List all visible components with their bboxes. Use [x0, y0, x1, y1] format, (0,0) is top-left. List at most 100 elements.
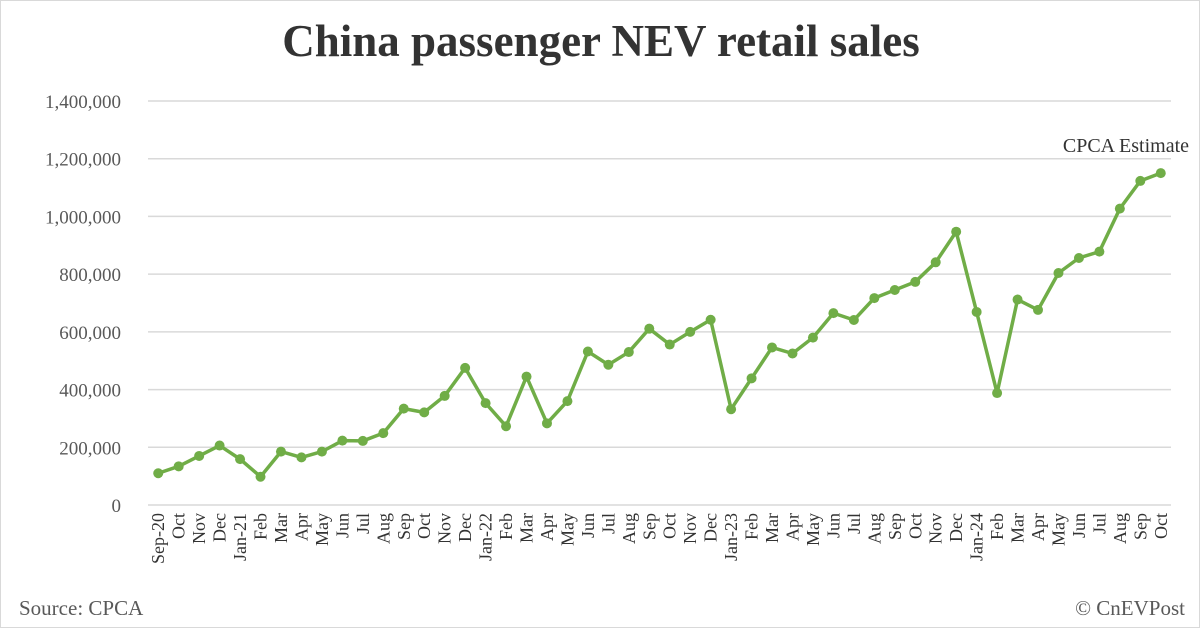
y-tick-label: 1,400,000 [45, 92, 121, 113]
x-tick-label: Feb [987, 513, 1007, 540]
x-tick-label: Feb [251, 513, 271, 540]
data-point [255, 471, 266, 482]
x-tick-label: Feb [496, 513, 516, 540]
y-tick-label: 600,000 [59, 323, 121, 344]
data-point [869, 293, 880, 304]
x-tick-label: Jun [578, 513, 598, 538]
x-tick-label: Jan-23 [721, 513, 741, 561]
data-point [460, 362, 471, 373]
data-point [562, 396, 573, 407]
data-point [746, 373, 757, 384]
x-tick-label: Jan-21 [230, 513, 250, 561]
data-point [439, 390, 450, 401]
x-tick-label: Feb [742, 513, 762, 540]
x-tick-label: Sep [885, 513, 905, 540]
x-tick-label: Aug [864, 513, 884, 544]
x-tick-label: Dec [701, 513, 721, 542]
y-tick-label: 1,200,000 [45, 150, 121, 171]
x-tick-label: May [1048, 513, 1068, 546]
x-tick-label: Jun [332, 513, 352, 538]
data-point [644, 323, 655, 334]
x-tick-label: Aug [373, 513, 393, 544]
x-tick-label: Nov [926, 513, 946, 544]
x-tick-label: Oct [660, 513, 680, 539]
data-point [1094, 246, 1105, 257]
x-tick-label: Jul [844, 513, 864, 534]
x-tick-label: Nov [680, 513, 700, 544]
data-point [971, 306, 982, 317]
data-point [153, 468, 164, 479]
series-line [157, 171, 1162, 479]
credit-label: © CnEVPost [1075, 596, 1185, 620]
x-tick-label: Aug [1110, 513, 1130, 544]
data-point [889, 285, 900, 296]
data-point [992, 388, 1003, 399]
annotation-label: CPCA Estimate [1063, 135, 1189, 157]
data-point [357, 435, 368, 446]
data-point [316, 446, 327, 457]
x-tick-label: Oct [905, 513, 925, 539]
data-point [807, 332, 818, 343]
data-point [1073, 252, 1084, 263]
data-point [705, 314, 716, 325]
x-tick-label: Jul [1089, 513, 1109, 534]
x-tick-label: Mar [762, 513, 782, 543]
data-point [173, 461, 184, 472]
x-tick-label: Oct [414, 513, 434, 539]
data-point [194, 450, 205, 461]
source-label: Source: CPCA [19, 596, 144, 620]
x-tick-label: Apr [537, 513, 557, 541]
data-point [235, 454, 246, 465]
data-point [398, 403, 409, 414]
data-point [501, 421, 512, 432]
data-point [726, 404, 737, 415]
y-tick-label: 0 [112, 496, 122, 517]
data-point [603, 359, 614, 370]
y-tick-label: 800,000 [59, 265, 121, 286]
x-tick-label: Jun [1069, 513, 1089, 538]
x-tick-label: Sep [394, 513, 414, 540]
y-tick-label: 200,000 [59, 438, 121, 459]
x-tick-label: Jul [598, 513, 618, 534]
data-point [1114, 203, 1125, 214]
x-tick-label: Dec [455, 513, 475, 542]
data-point [1053, 267, 1064, 278]
x-tick-label: Apr [782, 513, 802, 541]
data-point [787, 348, 798, 359]
data-point [541, 418, 552, 429]
data-point [214, 440, 225, 451]
x-tick-label: Sep-20 [148, 513, 168, 564]
data-point [1155, 168, 1166, 179]
x-tick-label: Mar [517, 513, 537, 543]
data-point [685, 326, 696, 337]
x-tick-label: Nov [435, 513, 455, 544]
x-tick-label: Jun [823, 513, 843, 538]
x-tick-label: Sep [1130, 513, 1150, 540]
x-tick-label: Dec [946, 513, 966, 542]
data-point [480, 398, 491, 409]
data-point [848, 315, 859, 326]
y-tick-label: 400,000 [59, 381, 121, 402]
x-tick-label: May [803, 513, 823, 546]
chart-title: China passenger NEV retail sales [282, 16, 920, 66]
data-point [521, 371, 532, 382]
x-tick-label: Oct [169, 513, 189, 539]
x-tick-label: May [312, 513, 332, 546]
data-point [337, 435, 348, 446]
data-point [767, 342, 778, 353]
data-point [930, 257, 941, 268]
data-point [582, 346, 593, 357]
data-point [378, 428, 389, 439]
data-point [623, 347, 634, 358]
x-tick-label: May [557, 513, 577, 546]
data-point [296, 452, 307, 463]
x-tick-label: Apr [1028, 513, 1048, 541]
data-point [1033, 304, 1044, 315]
data-point [664, 339, 675, 350]
data-point [1135, 175, 1146, 186]
y-tick-label: 1,000,000 [45, 207, 121, 228]
data-point [910, 276, 921, 287]
data-point [419, 407, 430, 418]
